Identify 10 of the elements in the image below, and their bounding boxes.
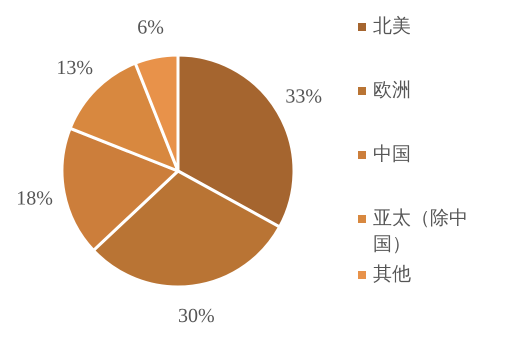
legend-label: 欧洲 [373, 79, 412, 103]
legend-label: 其他 [373, 263, 412, 287]
data-label: 6% [137, 16, 164, 39]
data-label: 13% [56, 56, 94, 79]
data-label: 30% [178, 304, 215, 327]
legend-label: 中国 [373, 143, 412, 167]
data-label: 33% [285, 86, 322, 108]
data-label: 18% [16, 187, 53, 210]
legend-label: 亚太（除中国） [373, 207, 469, 257]
legend-label: 北美 [373, 14, 412, 39]
